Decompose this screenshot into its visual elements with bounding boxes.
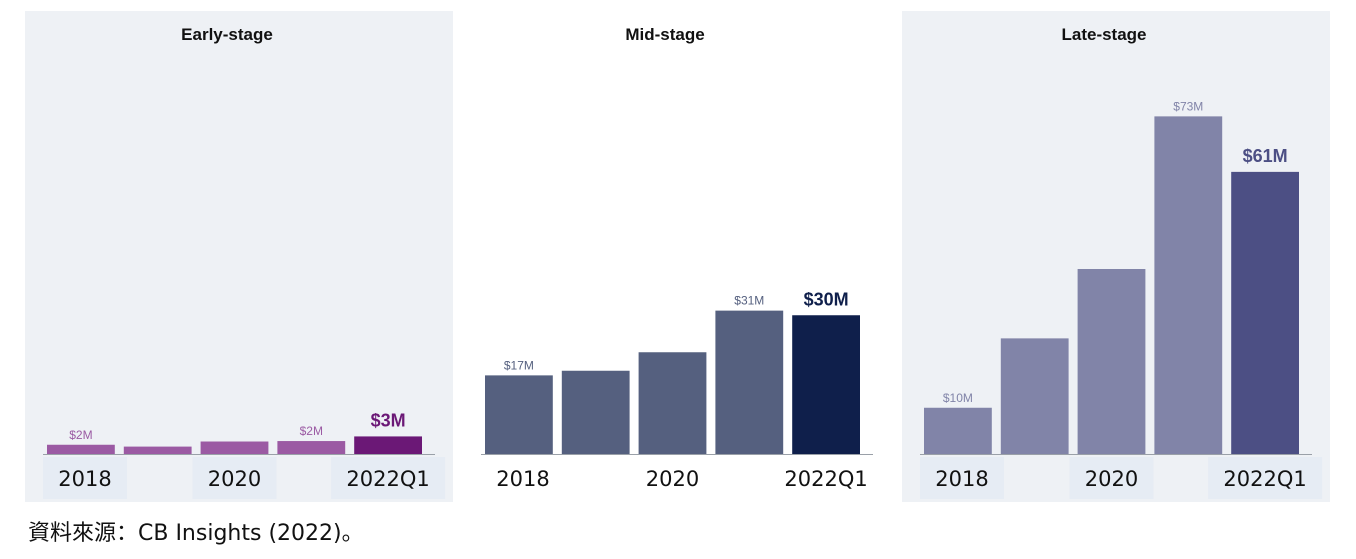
- x-tick-label: 2022Q1: [346, 467, 429, 491]
- x-tick-label: 2020: [1085, 467, 1138, 491]
- tick-box: [630, 457, 715, 499]
- tick-box: [481, 457, 565, 499]
- data-label: $31M: [734, 294, 764, 308]
- chart-title: Late-stage: [1061, 25, 1146, 44]
- bar-2018: [485, 375, 553, 454]
- early-stage-chart: Early-stage $2M $2M $3M 2018 2020 2022Q1: [25, 11, 453, 502]
- chart-title: Early-stage: [181, 25, 273, 44]
- tick-box: [43, 457, 127, 499]
- data-label: $61M: [1243, 146, 1288, 166]
- x-tick-label: 2022Q1: [1223, 467, 1306, 491]
- bar-2018: [47, 444, 115, 454]
- tick-box: [1069, 457, 1154, 499]
- bar-2019: [561, 370, 630, 454]
- bar-2019: [123, 446, 192, 454]
- bar-2021: [277, 441, 346, 454]
- early-stage-panel: Early-stage $2M $2M $3M 2018 2020 2022Q1: [25, 11, 453, 502]
- bar-2018: [924, 407, 992, 454]
- data-label: $73M: [1173, 99, 1203, 113]
- tick-box: [331, 457, 446, 499]
- bar-2021: [1154, 116, 1223, 454]
- bar-2020: [200, 441, 269, 454]
- late-stage-chart: Late-stage $10M $73M $61M 2018 2020 2022Q1: [902, 11, 1330, 502]
- data-label: $3M: [371, 410, 406, 430]
- x-tick-label: 2020: [646, 467, 699, 491]
- x-tick-label: 2018: [935, 467, 988, 491]
- x-tick-label: 2018: [58, 467, 111, 491]
- chart-title: Mid-stage: [625, 25, 704, 44]
- tick-box: [1208, 457, 1323, 499]
- bar-2020: [638, 352, 707, 454]
- data-label: $30M: [804, 289, 849, 309]
- x-tick-label: 2022Q1: [784, 467, 867, 491]
- data-label: $2M: [69, 428, 92, 442]
- mid-stage-chart: Mid-stage $17M $31M $30M 2018 2020 2022Q1: [463, 11, 891, 502]
- data-label: $2M: [300, 424, 323, 438]
- x-tick-label: 2018: [496, 467, 549, 491]
- data-label: $10M: [943, 391, 973, 405]
- bar-2022Q1: [792, 315, 860, 454]
- late-stage-panel: Late-stage $10M $73M $61M 2018 2020 2022Q1: [902, 11, 1330, 502]
- bar-2022Q1: [354, 436, 422, 454]
- mid-stage-panel: Mid-stage $17M $31M $30M 2018 2020 2022Q1: [463, 11, 891, 502]
- x-tick-label: 2020: [208, 467, 261, 491]
- bar-2021: [715, 310, 784, 454]
- source-note: 資料來源：CB Insights (2022)。: [28, 521, 364, 546]
- tick-box: [769, 457, 884, 499]
- tick-box: [920, 457, 1004, 499]
- bar-2020: [1077, 269, 1146, 454]
- data-label: $17M: [504, 358, 534, 372]
- panel-background: [25, 11, 453, 502]
- bar-2022Q1: [1231, 171, 1299, 454]
- bar-2019: [1000, 338, 1069, 454]
- tick-box: [192, 457, 277, 499]
